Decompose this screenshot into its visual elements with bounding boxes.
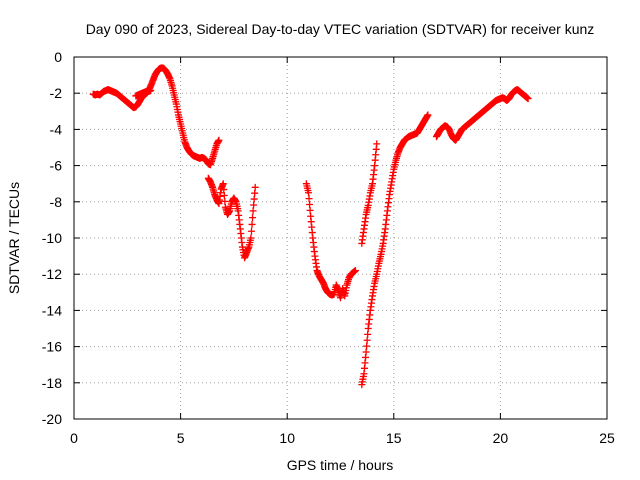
y-tick-label: -12 [42,266,62,282]
data-points [89,64,532,389]
y-tick-label: -14 [42,302,62,318]
x-axis-label: GPS time / hours [287,457,394,473]
y-tick-label: 0 [54,49,62,65]
data-point [364,330,372,338]
y-tick-label: -4 [50,121,63,137]
y-axis-label: SDTVAR / TECUs [6,182,22,294]
y-tick-label: -2 [50,85,63,101]
y-tick-labels: 0 -2 -4 -6 -8 -10 -12 -14 -16 -18 -20 [42,49,62,427]
y-tick-label: -8 [50,194,63,210]
data-point [306,206,314,214]
data-series-2 [132,86,155,100]
data-series-5 [358,140,381,247]
axis-ticks [73,56,608,420]
data-point [219,180,227,188]
data-point [251,189,259,197]
data-point [147,86,155,94]
y-tick-label: -20 [42,411,62,427]
data-point [373,140,381,148]
y-tick-label: -18 [42,375,62,391]
data-point [248,220,256,228]
data-point [220,186,228,194]
chart-title: Day 090 of 2023, Sidereal Day-to-day VTE… [86,21,595,37]
x-tick-label: 25 [599,430,615,446]
data-point [305,189,313,197]
data-point [351,267,359,275]
data-point [250,195,258,203]
plot-frame [73,56,608,420]
data-point [305,195,313,203]
data-point [424,111,432,119]
data-point [251,183,259,191]
data-point [250,201,258,209]
y-tick-label: -16 [42,339,62,355]
data-point [247,234,255,242]
x-tick-label: 0 [70,430,78,446]
data-point [249,207,257,215]
data-point [215,136,223,144]
data-point [363,342,371,350]
x-tick-label: 5 [177,430,185,446]
y-tick-label: -6 [50,158,63,174]
data-series-1 [89,64,223,169]
data-point [221,197,229,205]
data-series-4 [302,180,359,302]
x-tick-label: 10 [279,430,295,446]
data-series-7 [432,86,532,144]
data-point [306,201,314,209]
data-point [249,214,257,222]
data-series-6 [358,111,432,389]
y-tick-label: -10 [42,230,62,246]
data-point [362,348,370,356]
data-point [220,191,228,199]
grid [74,57,607,419]
data-point [247,227,255,235]
data-point [524,95,532,103]
x-tick-label: 20 [493,430,509,446]
x-tick-label: 15 [386,430,402,446]
x-tick-labels: 0 5 10 15 20 25 [70,430,615,446]
data-series-3 [204,174,259,262]
data-point [363,336,371,344]
